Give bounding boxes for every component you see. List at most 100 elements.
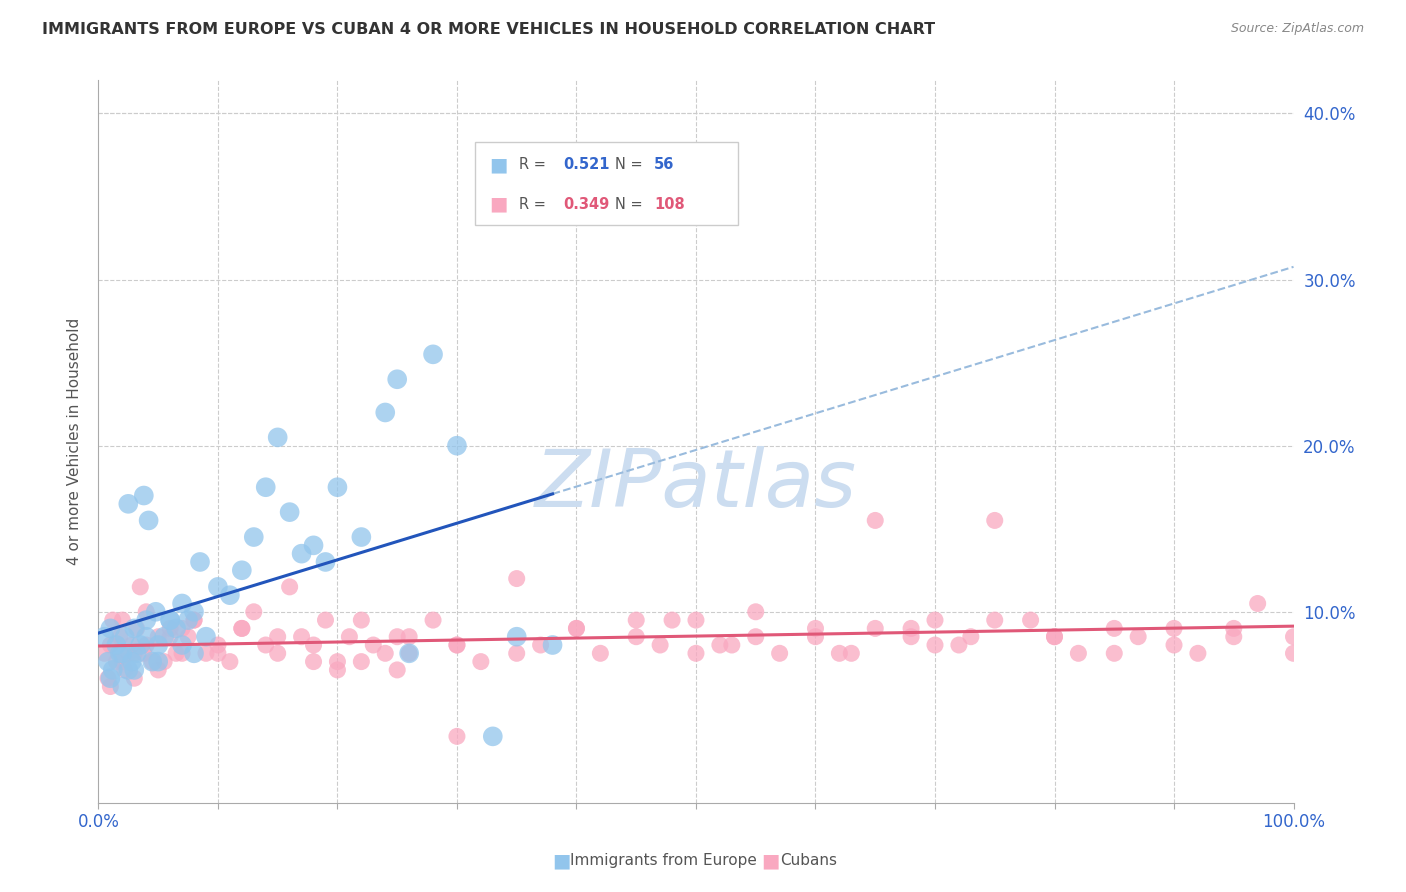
Point	[148, 638, 170, 652]
Text: N =: N =	[614, 158, 647, 172]
Point	[135, 605, 157, 619]
Text: Source: ZipAtlas.com: Source: ZipAtlas.com	[1230, 22, 1364, 36]
Point	[117, 646, 139, 660]
Point	[315, 555, 337, 569]
Point	[900, 630, 922, 644]
Text: 56: 56	[654, 158, 675, 172]
Point	[207, 646, 229, 660]
Point	[385, 663, 409, 677]
Point	[254, 480, 277, 494]
Point	[105, 638, 128, 652]
Point	[172, 646, 194, 660]
Point	[685, 646, 707, 660]
Point	[159, 630, 181, 644]
Point	[326, 655, 349, 669]
Text: R =: R =	[519, 196, 551, 211]
Point	[315, 613, 337, 627]
Point	[93, 630, 115, 644]
Point	[626, 630, 648, 644]
Text: 108: 108	[654, 196, 685, 211]
Point	[398, 646, 420, 660]
Point	[1223, 630, 1246, 644]
Point	[302, 655, 325, 669]
Point	[291, 547, 314, 561]
Point	[446, 638, 468, 652]
Point	[398, 630, 420, 644]
Point	[129, 638, 152, 652]
Point	[117, 663, 139, 677]
Point	[661, 613, 683, 627]
Point	[745, 630, 768, 644]
Point	[141, 655, 163, 669]
Point	[135, 630, 157, 644]
Point	[565, 621, 588, 635]
Point	[1104, 621, 1126, 635]
Point	[267, 646, 290, 660]
Point	[530, 638, 553, 652]
Point	[685, 613, 707, 627]
Point	[385, 630, 409, 644]
Point	[302, 538, 325, 552]
Point	[177, 613, 200, 627]
Point	[153, 630, 176, 644]
Point	[165, 646, 187, 660]
Point	[1128, 630, 1150, 644]
Point	[326, 663, 349, 677]
Point	[231, 621, 253, 635]
Text: N =: N =	[614, 196, 647, 211]
Text: ■: ■	[553, 851, 571, 870]
Point	[98, 680, 122, 694]
Point	[984, 613, 1007, 627]
Text: ■: ■	[489, 194, 508, 213]
Point	[1223, 621, 1246, 635]
Point	[350, 655, 373, 669]
Text: Immigrants from Europe: Immigrants from Europe	[571, 853, 758, 868]
Point	[148, 630, 170, 644]
Point	[385, 372, 409, 386]
Point	[159, 613, 181, 627]
Point	[267, 430, 290, 444]
Point	[804, 630, 827, 644]
Point	[153, 655, 176, 669]
Point	[900, 621, 922, 635]
Point	[1163, 621, 1185, 635]
Point	[129, 580, 152, 594]
Point	[243, 530, 266, 544]
Point	[865, 621, 887, 635]
Point	[1067, 646, 1090, 660]
Point	[326, 480, 349, 494]
Point	[207, 580, 229, 594]
Text: R =: R =	[519, 158, 551, 172]
Point	[117, 497, 139, 511]
Point	[132, 646, 155, 660]
Point	[1282, 646, 1305, 660]
Point	[589, 646, 612, 660]
Point	[804, 621, 827, 635]
Point	[828, 646, 851, 660]
Point	[111, 646, 134, 660]
Text: ■: ■	[762, 851, 780, 870]
Point	[278, 505, 301, 519]
Point	[1043, 630, 1066, 644]
Point	[124, 621, 146, 635]
Text: ZIPatlas: ZIPatlas	[534, 446, 858, 524]
Point	[506, 572, 529, 586]
Point	[165, 621, 187, 635]
Point	[93, 646, 115, 660]
Point	[172, 621, 194, 635]
Point	[124, 646, 146, 660]
Point	[350, 530, 373, 544]
Point	[841, 646, 863, 660]
Point	[446, 730, 468, 744]
Point	[98, 621, 122, 635]
Point	[183, 646, 205, 660]
Point	[278, 580, 301, 594]
Point	[105, 655, 128, 669]
Point	[121, 655, 143, 669]
Point	[114, 630, 136, 644]
Point	[374, 405, 396, 419]
Point	[98, 638, 122, 652]
Point	[769, 646, 792, 660]
Point	[172, 638, 194, 652]
Point	[709, 638, 731, 652]
